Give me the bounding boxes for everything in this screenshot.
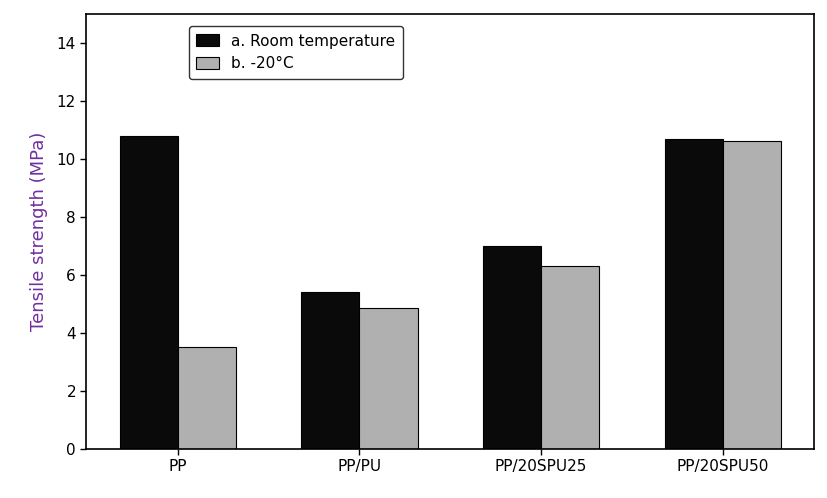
Bar [119, 135, 178, 449]
Bar [178, 347, 236, 449]
Bar [301, 292, 359, 449]
Bar [664, 138, 722, 449]
Bar [482, 246, 541, 449]
Y-axis label: Tensile strength (MPa): Tensile strength (MPa) [31, 131, 49, 331]
Bar [359, 308, 417, 449]
Legend: a. Room temperature, b. -20°C: a. Room temperature, b. -20°C [189, 26, 403, 79]
Bar [722, 141, 780, 449]
Bar [541, 266, 599, 449]
